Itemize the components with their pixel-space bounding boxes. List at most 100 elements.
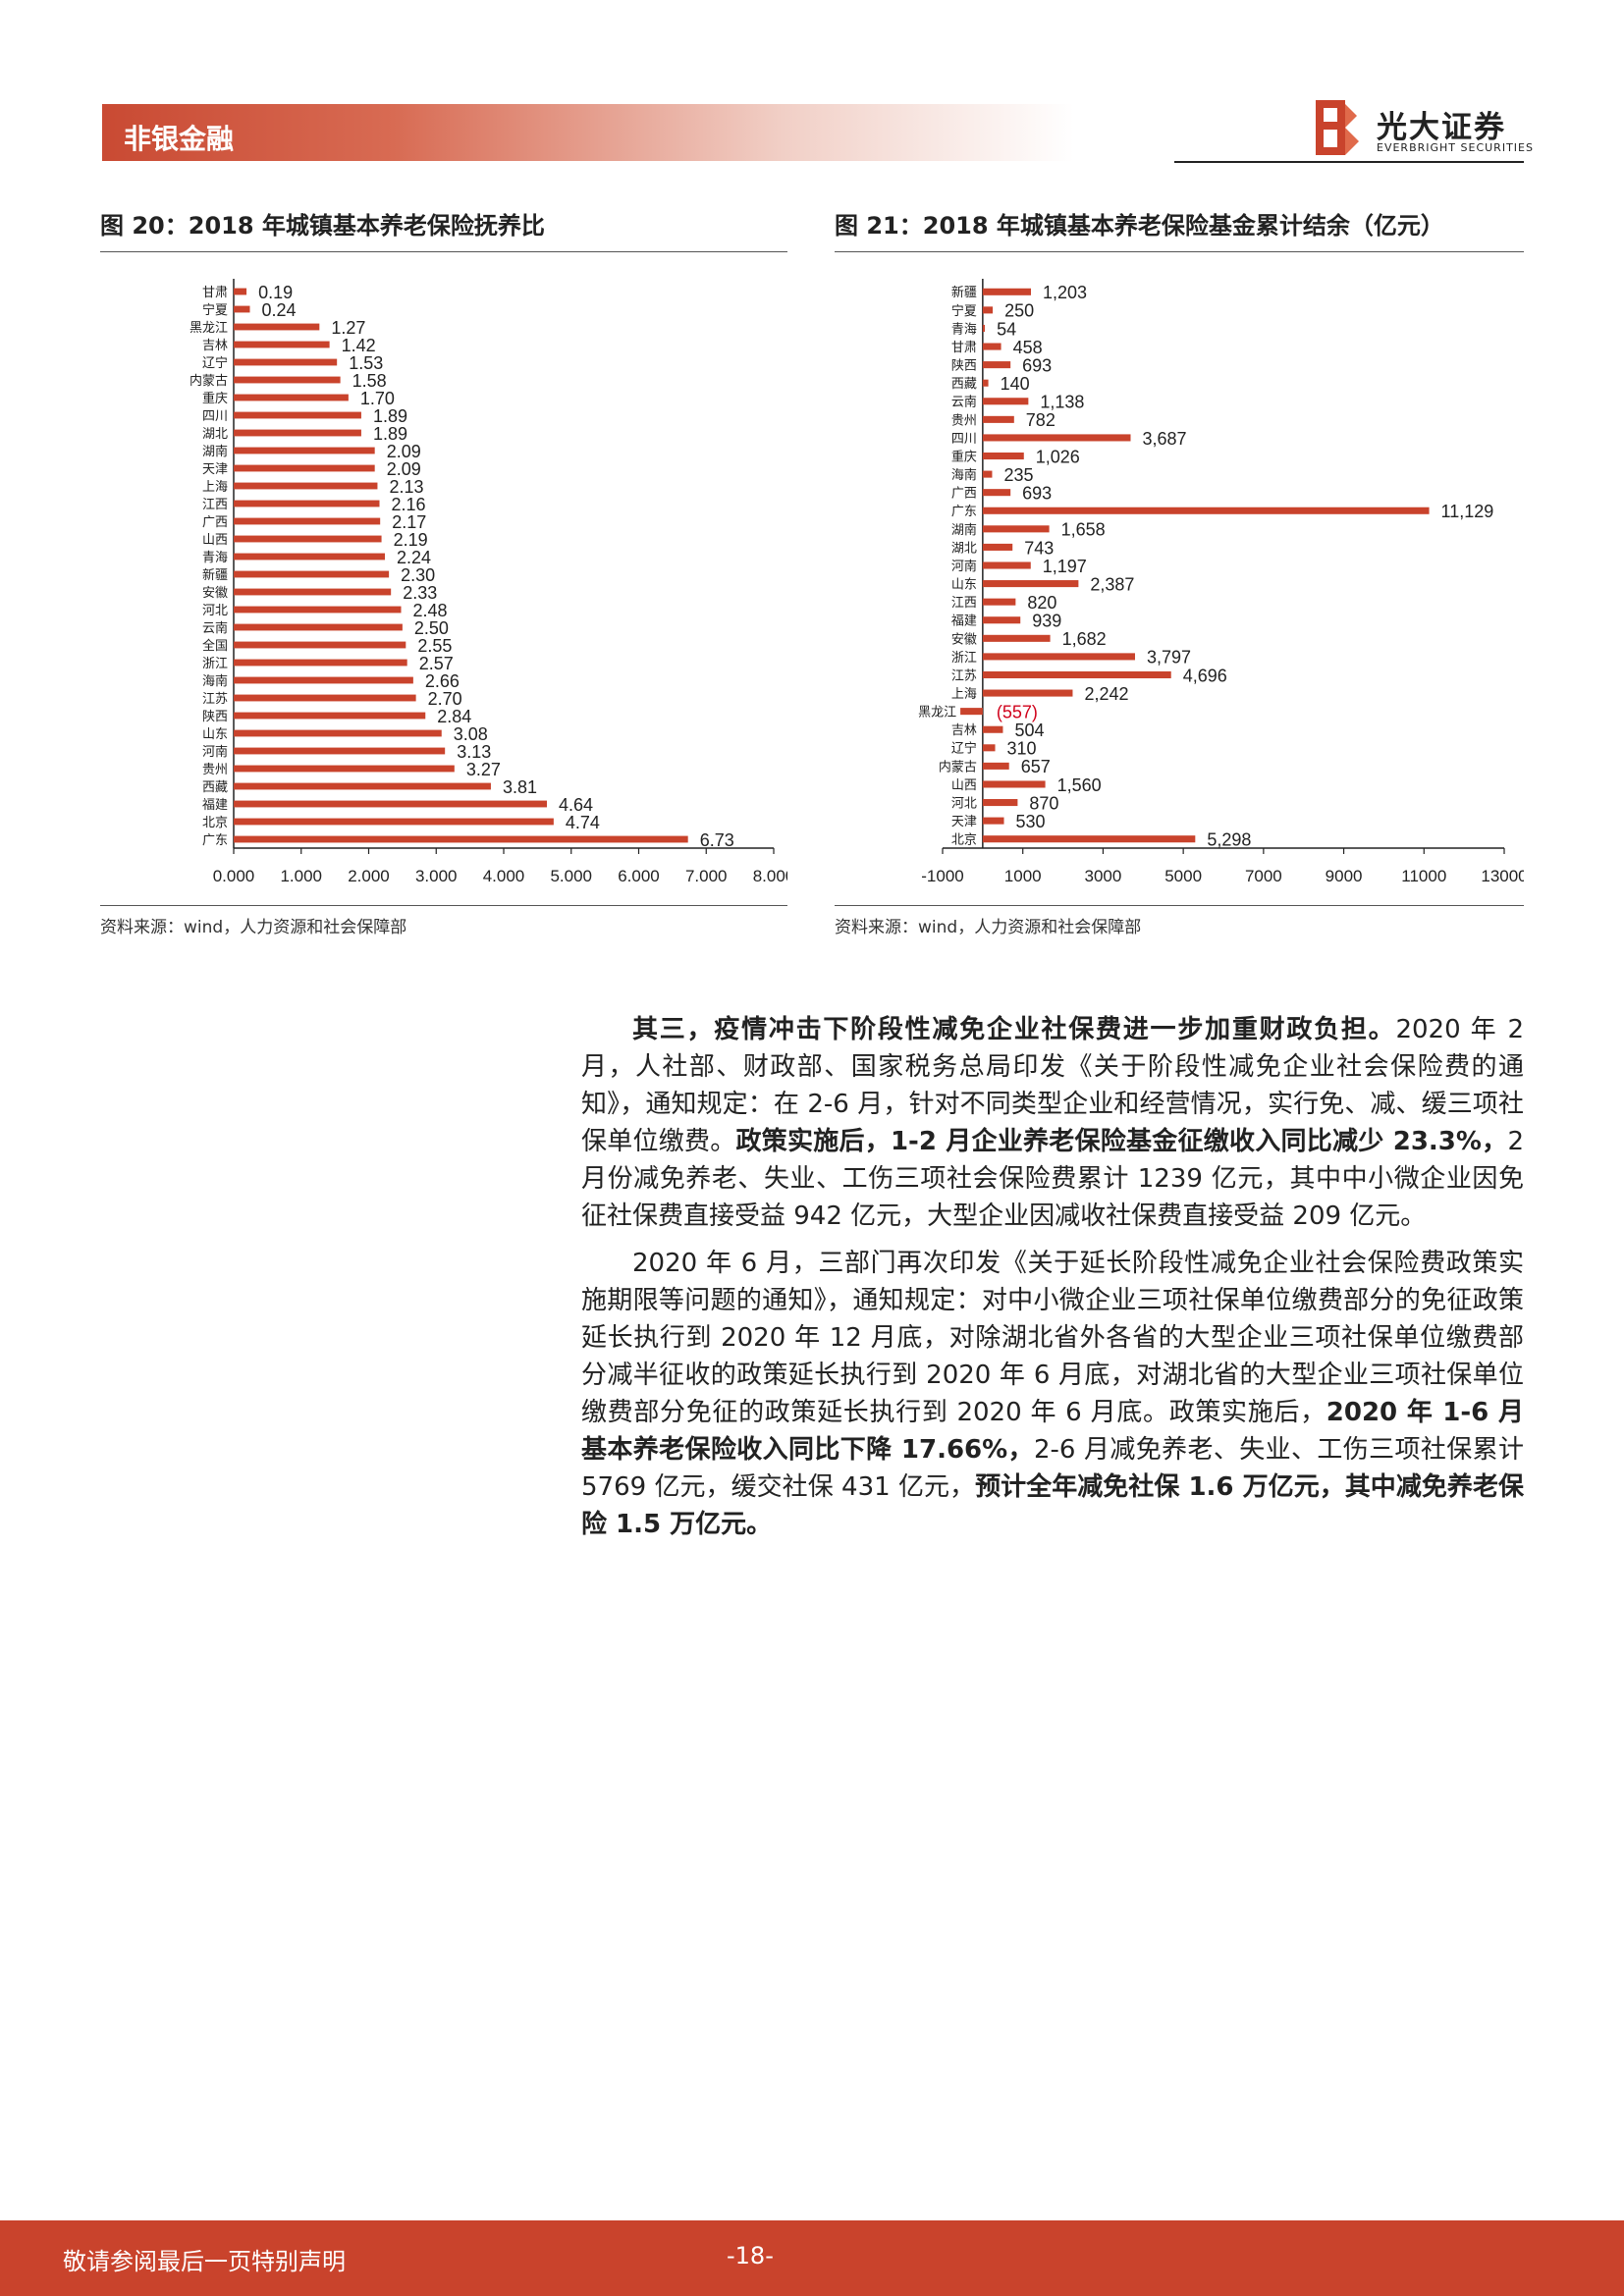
data-label: 2.55 — [417, 636, 452, 656]
data-label: 3.08 — [454, 724, 488, 744]
p2-text-1: 2020 年 6 月，三部门再次印发《关于延长阶段性减免企业社会保险费政策实施期… — [581, 1249, 1524, 1427]
data-label: 2.33 — [403, 583, 437, 603]
category-label: 北京 — [951, 833, 977, 848]
category-label: 河北 — [951, 796, 977, 811]
p1-text-2: 2 月份减免养老、失业、工伤三项社会保险费累计 1239 亿元，其中中小微企业因… — [581, 1127, 1524, 1231]
x-tick-label: 7.000 — [685, 867, 728, 885]
category-label: 宁夏 — [202, 302, 228, 318]
bar — [234, 429, 361, 437]
category-label: 内蒙古 — [939, 759, 977, 774]
data-label: 4.74 — [566, 813, 600, 832]
data-label: 458 — [1013, 338, 1043, 357]
category-label: 广东 — [951, 505, 977, 519]
bar — [982, 580, 1079, 588]
category-label: 山西 — [202, 533, 228, 548]
p2-bold-2: 预计全年减免社保 1.6 万亿元，其中减免养老保险 1.5 万亿元。 — [581, 1472, 1524, 1539]
category-label: 黑龙江 — [918, 706, 956, 721]
data-label: 0.19 — [258, 283, 293, 302]
bar — [234, 623, 403, 631]
data-label: 530 — [1016, 812, 1046, 831]
category-label: 江苏 — [951, 667, 977, 683]
bar — [982, 561, 1031, 569]
bar — [982, 653, 1135, 661]
x-tick-label: 8.000 — [753, 867, 787, 885]
category-label: 陕西 — [951, 359, 977, 374]
data-label: 504 — [1014, 721, 1044, 740]
bar — [982, 762, 1009, 770]
category-label: 福建 — [202, 798, 228, 813]
bar — [982, 799, 1018, 807]
category-label: 新疆 — [951, 285, 977, 300]
data-label: 1,658 — [1061, 520, 1106, 540]
x-tick-label: 9000 — [1326, 867, 1363, 885]
data-label: 2.48 — [413, 601, 448, 620]
data-label: 657 — [1021, 757, 1051, 776]
bar — [982, 379, 989, 387]
bar — [234, 588, 392, 596]
logo-text: 光大证券 — [1377, 110, 1506, 145]
category-label: 西藏 — [951, 377, 977, 392]
bar — [982, 507, 1430, 514]
category-label: 四川 — [951, 432, 977, 447]
data-label: 743 — [1024, 538, 1054, 558]
category-label: 浙江 — [202, 657, 228, 671]
data-label: 2.19 — [394, 530, 428, 550]
p1-text-1: 2020 年 2 月，人社部、财政部、国家税务总局印发《关于阶段性减免企业社会保… — [581, 1015, 1524, 1156]
data-label: 2.09 — [387, 442, 421, 461]
bar — [982, 670, 1171, 679]
category-label: 甘肃 — [202, 286, 228, 300]
bar — [982, 525, 1050, 533]
data-label: 2.16 — [392, 495, 426, 514]
category-label: 西藏 — [202, 780, 228, 795]
category-label: 青海 — [202, 551, 228, 565]
data-label: 2.09 — [387, 459, 421, 479]
category-label: 甘肃 — [951, 341, 977, 355]
bar — [234, 535, 382, 543]
p2-bold-1: 2020 年 1-6 月基本养老保险收入同比下降 17.66%， — [581, 1398, 1524, 1465]
x-tick-label: 1000 — [1004, 867, 1042, 885]
figure-21-title: 图 21：2018 年城镇基本养老保险基金累计结余（亿元） — [835, 212, 1444, 240]
data-label: 2.57 — [419, 654, 454, 673]
bar — [982, 415, 1014, 423]
category-label: 四川 — [202, 409, 228, 424]
data-label: 1.58 — [352, 371, 387, 391]
category-label: 湖南 — [202, 444, 228, 459]
bar — [982, 489, 1011, 497]
bar — [234, 800, 547, 808]
bar — [982, 725, 1003, 733]
data-label: 1,682 — [1062, 629, 1107, 649]
body-text: 其三，疫情冲击下阶段性减免企业社保费进一步加重财政负担。2020 年 2 月，人… — [581, 1011, 1524, 1553]
data-label: 820 — [1027, 593, 1056, 613]
category-label: 河南 — [951, 559, 977, 574]
bar — [982, 780, 1046, 788]
category-label: 广西 — [202, 515, 228, 530]
bar — [234, 694, 416, 702]
bar — [234, 358, 338, 366]
bar — [982, 598, 1016, 606]
category-label: 辽宁 — [202, 355, 228, 371]
bar — [234, 394, 349, 401]
data-label: 2.70 — [428, 689, 462, 709]
bar — [982, 434, 1131, 442]
x-tick-label: 4.000 — [483, 867, 525, 885]
category-label: 重庆 — [202, 391, 228, 406]
x-tick-label: 6.000 — [618, 867, 660, 885]
data-label: 2,242 — [1084, 684, 1128, 704]
page-number: -18- — [727, 2242, 774, 2269]
bar — [982, 470, 993, 478]
x-tick-label: 3.000 — [415, 867, 458, 885]
bar — [234, 553, 385, 561]
category-label: 宁夏 — [951, 303, 977, 319]
bar — [234, 411, 361, 419]
data-label: 3.81 — [503, 777, 537, 797]
category-label: 云南 — [951, 395, 977, 410]
data-label: 2.50 — [414, 618, 449, 638]
data-label: 250 — [1004, 301, 1034, 321]
category-label: 天津 — [202, 462, 228, 477]
category-label: 青海 — [951, 322, 977, 337]
bar — [982, 324, 986, 332]
bar — [982, 452, 1024, 460]
data-label: (557) — [997, 702, 1038, 721]
category-label: 广西 — [951, 487, 977, 502]
category-label: 山西 — [951, 778, 977, 793]
